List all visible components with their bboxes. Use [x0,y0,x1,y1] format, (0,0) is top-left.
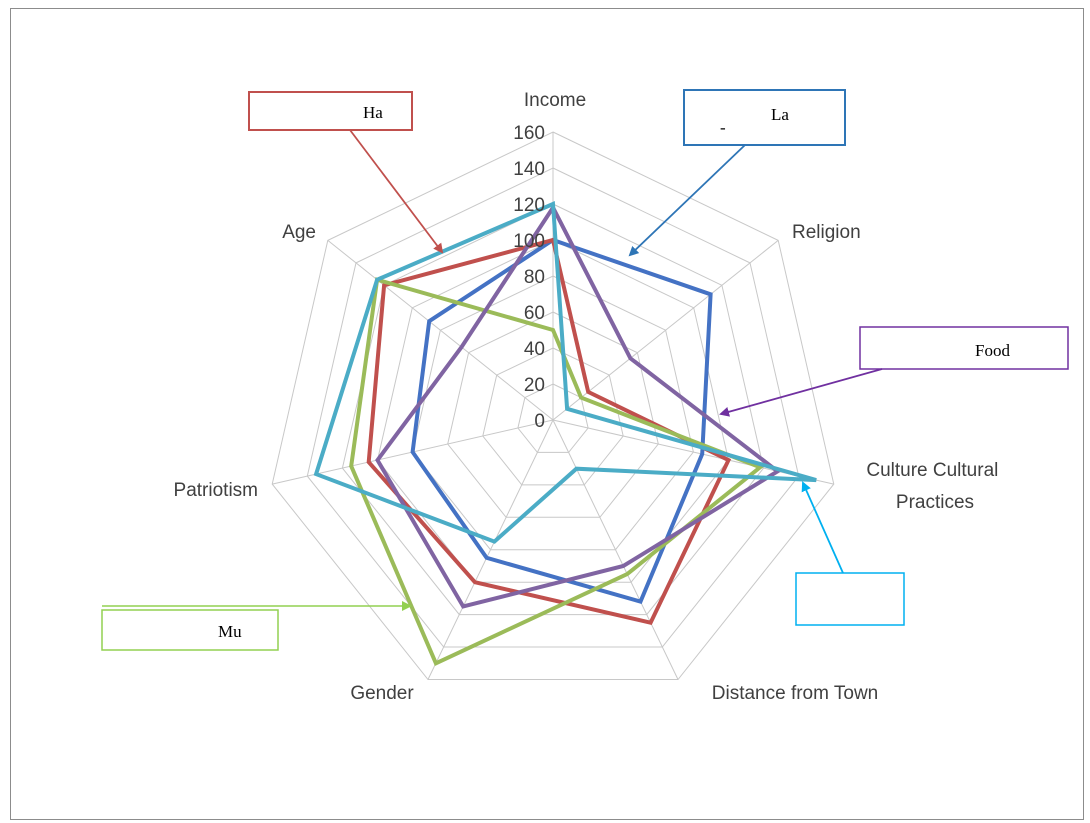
callout-mu-box [102,610,278,650]
axis-label-culture: Culture Cultural Practices [866,460,1003,513]
callout-la-box [684,90,845,145]
series-line-5 [316,204,816,542]
axis-label-patriotism: Patriotism [174,480,258,501]
callout-la-label: La [771,105,789,124]
callout-unlabeled-box [796,573,904,625]
axis-label-income: Income [524,90,586,111]
tick-label: 60 [524,303,545,324]
tick-label: 160 [513,123,545,144]
tick-label: 40 [524,339,545,360]
axis-label-culture-line1: Culture Cultural [866,460,998,481]
tick-label: 0 [534,411,545,432]
axis-label-religion: Religion [792,222,861,243]
series-line-2 [369,240,729,623]
radar-series [316,204,816,663]
tick-label: 120 [513,195,545,216]
axis-label-culture-line2: Practices [896,492,974,513]
axis-label-gender: Gender [350,683,414,704]
axis-label-distance: Distance from Town [712,683,879,704]
tick-label: 80 [524,267,545,288]
callout-food-arrow [721,369,882,414]
callout-food: Food [721,327,1068,414]
callout-mu: Mu [102,606,410,650]
callout-food-box [860,327,1068,369]
callout-unlabeled-arrow [803,483,843,573]
callout-ha-arrow [350,130,442,252]
callout-food-label: Food [975,341,1010,360]
tick-label: 140 [513,159,545,180]
radial-tick-labels: 0 20 40 60 80 100 120 140 160 [513,123,545,432]
callout-mu-label: Mu [218,622,242,641]
tick-label: 20 [524,375,545,396]
callout-unlabeled [796,483,904,625]
callout-ha-box [249,92,412,130]
series-line-4 [378,208,778,607]
axis-label-age: Age [282,222,316,243]
callout-ha: Ha [249,92,442,252]
series-line-3 [351,280,760,664]
callout-la-prefix: - [720,118,726,137]
tick-label: 100 [513,231,545,252]
callout-ha-label: Ha [363,103,383,122]
callout-la-arrow [630,145,745,255]
